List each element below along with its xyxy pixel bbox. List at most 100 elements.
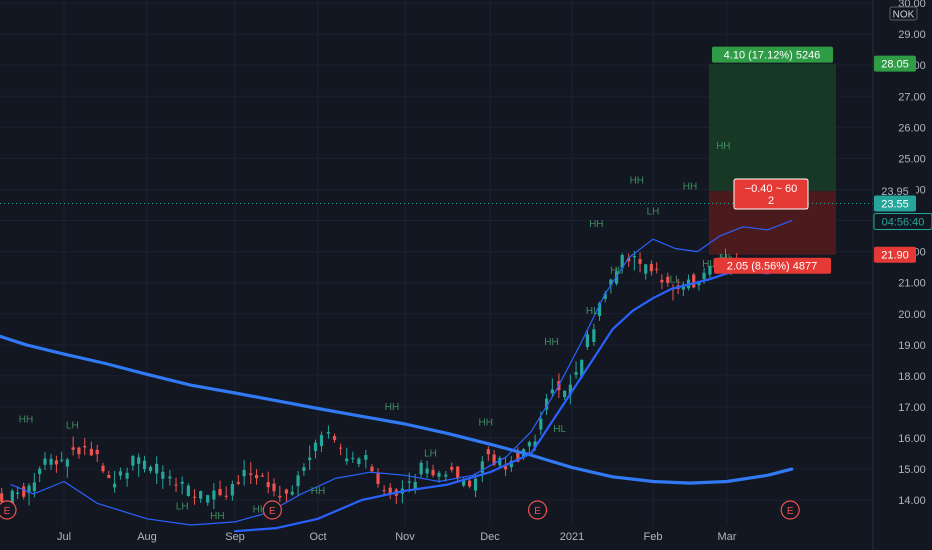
candle-body — [174, 484, 178, 486]
candle-body — [620, 255, 624, 268]
earnings-marker — [527, 500, 548, 520]
candle-body — [22, 486, 26, 497]
pattern-label: HH — [589, 219, 603, 230]
candle-body — [431, 470, 435, 476]
candle-body — [38, 468, 42, 475]
candle-body — [364, 455, 368, 460]
price-axis-background — [873, 0, 932, 550]
symbol-label: NOK — [893, 10, 915, 21]
candle-body — [413, 481, 417, 490]
target-label-box — [712, 46, 833, 63]
earnings-marker-label: E — [787, 506, 794, 517]
price-tick-label: 16.00 — [898, 433, 926, 445]
countdown-box — [873, 212, 932, 230]
candle-body — [609, 279, 613, 286]
sma-short-line — [10, 220, 793, 526]
moving-averages — [0, 220, 794, 533]
pattern-label: HL — [553, 424, 566, 435]
candle-body — [666, 276, 670, 284]
pattern-label: HH — [210, 511, 224, 522]
position-label-line1: −0.40 ~ 60 — [745, 183, 798, 195]
pattern-label: LH — [176, 501, 189, 512]
symbol-badge-box — [889, 6, 918, 21]
earnings-marker — [780, 500, 800, 520]
time-tick-label: Jul — [57, 531, 71, 543]
candle-body — [186, 485, 190, 497]
candle-body — [95, 449, 99, 455]
time-tick-label: Oct — [309, 531, 326, 543]
candle-body — [192, 496, 197, 498]
candle-body — [83, 446, 87, 448]
time-tick-label: Feb — [644, 531, 663, 543]
pattern-label: LH — [424, 449, 437, 460]
position-zones — [0, 63, 873, 255]
candle-body — [462, 479, 466, 486]
candle-body — [437, 472, 441, 477]
price-tick-label: 18.00 — [898, 371, 926, 383]
earnings-marker-label: E — [269, 506, 276, 517]
candle-body — [101, 465, 105, 472]
candle-body — [376, 472, 380, 484]
earnings-marker — [0, 500, 17, 520]
candle-body — [660, 279, 664, 283]
pattern-label: HH — [716, 141, 730, 152]
time-axis[interactable]: JunJulAugSepOctNovDec2021FebMar — [0, 531, 737, 543]
candle-body — [131, 456, 135, 466]
time-tick-label: Aug — [137, 531, 157, 543]
candle-body — [425, 468, 429, 474]
symbol-badge: NOK — [889, 6, 918, 21]
pattern-label: HH — [311, 486, 325, 497]
price-tick-label: 29.00 — [898, 29, 926, 41]
pattern-label: LH — [66, 421, 79, 432]
pattern-label: HH — [544, 337, 558, 348]
pattern-label: LH — [647, 206, 660, 217]
candle-body — [702, 272, 706, 280]
price-tick-label: 27.00 — [898, 91, 926, 103]
candle-body — [290, 491, 294, 495]
candle-body — [65, 459, 69, 467]
candle-body — [632, 255, 636, 258]
candle-body — [419, 462, 423, 475]
candle-body — [351, 457, 355, 459]
time-tick-label: 2021 — [560, 531, 584, 543]
candle-body — [456, 466, 460, 479]
time-tick-label: Dec — [480, 531, 500, 543]
price-tick-label: 26.00 — [898, 122, 926, 134]
candle-body — [563, 390, 567, 398]
candle-body — [296, 475, 300, 487]
candle-body — [450, 466, 454, 470]
candle-body — [444, 474, 448, 477]
pattern-label: HH — [253, 505, 267, 516]
candle-body — [627, 257, 631, 262]
candle-body — [498, 457, 502, 466]
candle-body — [407, 481, 411, 483]
candle-body — [32, 482, 36, 492]
candle-body — [266, 482, 270, 488]
candle-body — [638, 259, 642, 264]
candle-body — [155, 463, 159, 474]
candle-body — [272, 483, 276, 492]
candle-body — [382, 490, 386, 492]
candle-body — [254, 474, 259, 479]
price-tick-label: 17.00 — [898, 402, 926, 414]
target-label-text: 4.10 (17.12%) 5246 — [724, 50, 821, 62]
pattern-label: HH — [479, 418, 493, 429]
candle-body — [492, 454, 496, 465]
price-axis[interactable]: 14.00 15.00 16.00 17.00 18.00 19.00 20.00 21.00… — [872, 0, 932, 550]
candle-body — [113, 483, 117, 488]
candle-body — [370, 466, 374, 472]
candle-body — [60, 459, 64, 461]
price-tick-label: 20.00 — [898, 309, 926, 321]
candle-body — [125, 472, 129, 479]
earnings-marker-label: E — [4, 506, 11, 517]
price-tick-label: 15.00 — [898, 464, 926, 476]
time-tick-label: Mar — [718, 531, 737, 543]
candle-body — [118, 471, 123, 476]
entry-price-tag-box — [874, 183, 916, 200]
candle-body — [54, 460, 58, 465]
candle-body — [544, 398, 549, 410]
candle-body — [357, 458, 361, 465]
